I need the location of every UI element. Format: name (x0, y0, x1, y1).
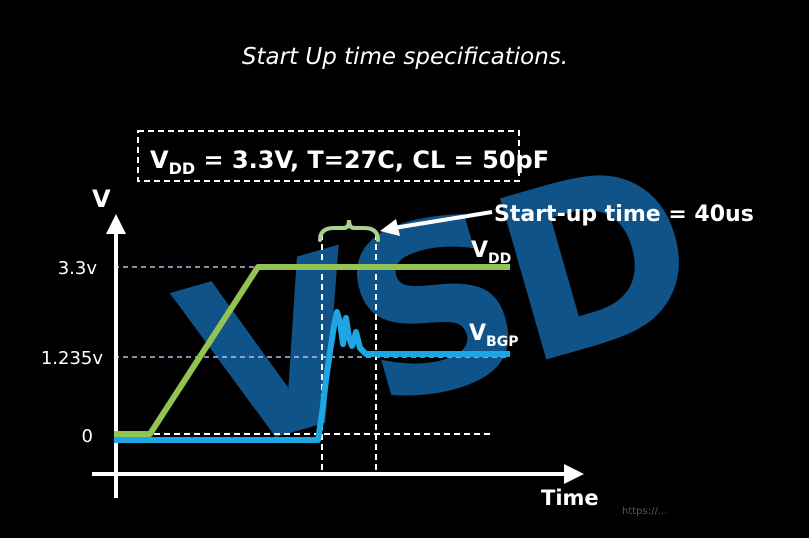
x-axis-arrow (564, 464, 584, 484)
tick-label-3v3: 3.3v (58, 258, 98, 279)
footer-text: https://... (622, 506, 667, 517)
annotation-arrow-line (393, 210, 493, 230)
annotation-arrow-head (380, 219, 400, 236)
vbgp-label-main: V (469, 321, 486, 346)
vdd-label: VDD (471, 238, 511, 267)
vbgp-curve (114, 309, 510, 443)
vbgp-label: VBGP (469, 321, 518, 350)
startup-brace (318, 219, 380, 242)
conditions-text: VDD = 3.3V, T=27C, CL = 50pF (150, 146, 549, 178)
vdd-curve (114, 264, 510, 437)
conditions-box: VDD = 3.3V, T=27C, CL = 50pF (137, 130, 549, 182)
page-title: Start Up time specifications. (242, 44, 568, 70)
tick-label-1v235: 1.235v (41, 348, 104, 369)
tick-label-zero: 0 (82, 426, 93, 447)
vdd-label-main: V (471, 238, 488, 263)
startup-annotation: Start-up time = 40us (380, 202, 754, 236)
conditions-prefix: V (150, 146, 169, 174)
vdd-label-sub: DD (488, 251, 511, 267)
axes (92, 214, 584, 498)
y-axis-label: V (92, 185, 111, 213)
x-axis-label: Time (541, 486, 599, 510)
conditions-prefix-sub: DD (169, 159, 196, 178)
annotation-label: Start-up time = 40us (494, 202, 754, 227)
conditions-border (137, 130, 520, 182)
y-axis-arrow (106, 214, 126, 234)
vbgp-label-sub: BGP (486, 334, 518, 350)
conditions-rest: = 3.3V, T=27C, CL = 50pF (195, 146, 549, 174)
